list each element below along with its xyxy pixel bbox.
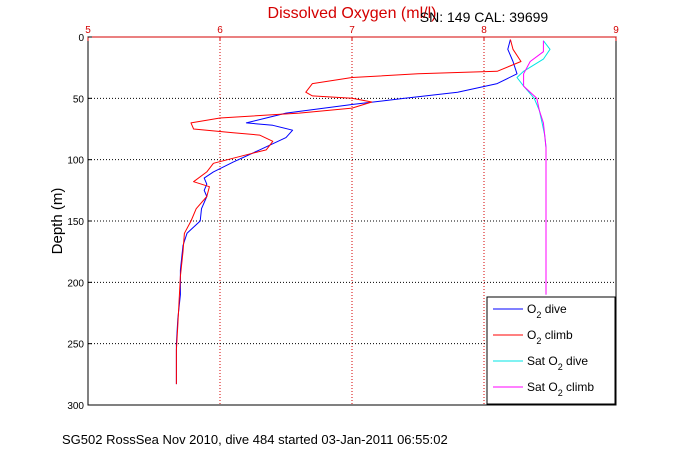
legend-entry-1: O2 climb [527, 328, 573, 346]
x-tick-label: 8 [481, 25, 487, 36]
legend-entry-text: Sat O [527, 380, 558, 394]
y-tick-label: 250 [67, 340, 84, 351]
x-tick-label: 7 [349, 25, 355, 36]
y-tick-label: 0 [78, 33, 84, 44]
chart-title: Dissolved Oxygen (ml/l) [268, 5, 437, 22]
series-line-3 [523, 40, 547, 295]
series-line-1 [175, 39, 522, 385]
legend-entry-3: Sat O2 climb [527, 380, 594, 398]
y-tick-label: 150 [67, 217, 84, 228]
legend-entry-text: O [527, 302, 536, 316]
x-tick-group: 5 6 7 8 9 [85, 25, 619, 41]
legend-entry-suffix: dive [541, 302, 567, 316]
legend-entry-subscript: 2 [558, 362, 563, 372]
x-tick-label: 9 [613, 25, 619, 36]
legend-entry-suffix: dive [563, 354, 589, 368]
y-tick-label: 300 [67, 401, 84, 412]
series-group [175, 39, 551, 385]
legend-entry-subscript: 2 [536, 336, 541, 346]
y-tick-label: 200 [67, 278, 84, 289]
serial-calibration-label: SN: 149 CAL: 39699 [420, 9, 549, 25]
legend-box [486, 296, 616, 405]
x-tick-label: 6 [217, 25, 223, 36]
series-line-0 [175, 39, 518, 385]
legend-entry-suffix: climb [541, 328, 573, 342]
y-tick-label: 100 [67, 156, 84, 167]
x-tick-label: 5 [85, 25, 91, 36]
y-tick-label: 50 [73, 94, 85, 105]
legend-entry-0: O2 dive [527, 302, 567, 320]
legend-entry-text: O [527, 328, 536, 342]
legend-entry-subscript: 2 [536, 310, 541, 320]
dive-info-footer: SG502 RossSea Nov 2010, dive 484 started… [62, 432, 448, 447]
legend-entry-subscript: 2 [558, 388, 563, 398]
legend-entry-text: Sat O [527, 354, 558, 368]
y-tick-group: 0 50 100 150 200 250 300 [67, 33, 92, 412]
legend-entry-suffix: climb [563, 380, 595, 394]
y-axis-label: Depth (m) [49, 188, 66, 255]
legend-entry-2: Sat O2 dive [527, 354, 588, 372]
